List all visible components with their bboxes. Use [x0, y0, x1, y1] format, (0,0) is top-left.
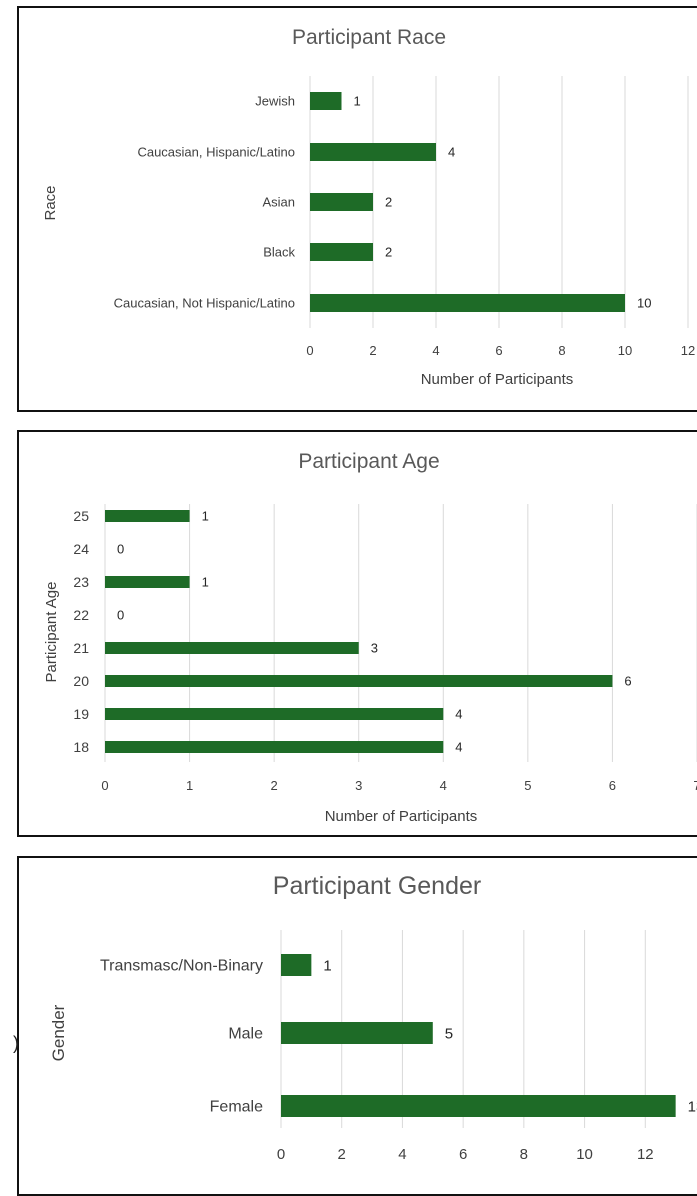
gender-x-tick-label: 0 [277, 1146, 285, 1163]
age-category-label: 18 [73, 739, 89, 755]
age-x-axis-title: Number of Participants [325, 808, 478, 825]
race-category-label: Black [263, 245, 295, 260]
race-category-label: Asian [262, 195, 295, 210]
race-data-label: 4 [448, 145, 455, 160]
age-category-label: 22 [73, 607, 89, 623]
race-category-label: Jewish [255, 94, 295, 109]
age-data-label: 4 [455, 707, 462, 722]
age-x-tick-label: 3 [355, 778, 362, 793]
race-data-label: 2 [385, 195, 392, 210]
race-bar [310, 193, 373, 211]
age-x-tick-label: 2 [271, 778, 278, 793]
age-x-tick-label: 6 [609, 778, 616, 793]
gender-bar [281, 954, 312, 976]
race-bar [310, 294, 625, 312]
gender-y-axis-title: Gender [49, 1004, 68, 1061]
gender-x-tick-label: 6 [459, 1146, 467, 1163]
age-data-label: 0 [117, 608, 124, 623]
gender-x-tick-label: 12 [637, 1146, 654, 1163]
age-y-axis-title: Participant Age [43, 582, 60, 683]
age-bar [105, 576, 190, 588]
race-chart-panel: 0 2 4 6 8 10 12 Caucasian, Not Hispanic/Latino 1… [17, 6, 697, 412]
gender-x-tick-label: 2 [338, 1146, 346, 1163]
age-chart-panel: 01234567184194206213220231240251Particip… [17, 430, 697, 837]
gender-category-label: Male [228, 1026, 263, 1043]
race-x-axis-title: Number of Participants [421, 371, 574, 388]
race-bar [310, 243, 373, 261]
age-x-tick-label: 5 [524, 778, 531, 793]
race-x-tick-label: 6 [495, 343, 502, 358]
race-category-label: Caucasian, Hispanic/Latino [137, 145, 295, 160]
age-bar [105, 741, 444, 753]
age-bar [105, 642, 359, 654]
race-chart-title: Participant Race [292, 26, 446, 49]
gender-category-label: Female [210, 1099, 263, 1116]
race-data-label: 2 [385, 245, 392, 260]
age-category-label: 23 [73, 574, 89, 590]
gender-x-tick-label: 8 [520, 1146, 528, 1163]
age-x-tick-label: 0 [101, 778, 108, 793]
age-category-label: 25 [73, 508, 89, 524]
gender-chart-title: Participant Gender [273, 872, 481, 900]
age-data-label: 0 [117, 542, 124, 557]
edge-mark: ) [13, 1033, 19, 1053]
race-y-axis-title: Race [42, 185, 59, 220]
age-bar [105, 510, 190, 522]
race-x-tick-label: 0 [306, 343, 313, 358]
age-category-label: 19 [73, 706, 89, 722]
race-bar [310, 143, 436, 161]
age-bar [105, 675, 613, 687]
race-data-label: 10 [637, 296, 651, 311]
age-x-tick-label: 7 [693, 778, 697, 793]
race-data-label: 1 [354, 94, 361, 109]
age-category-label: 21 [73, 640, 89, 656]
race-x-tick-label: 8 [558, 343, 565, 358]
race-x-tick-label: 2 [369, 343, 376, 358]
age-data-label: 1 [202, 509, 209, 524]
gender-data-label: 13 [688, 1098, 697, 1115]
gender-x-tick-label: 10 [576, 1146, 593, 1163]
race-x-tick-label: 10 [618, 343, 632, 358]
race-bar [310, 92, 342, 110]
gender-chart-panel: 02468101214Female13Male5Transmasc/Non-Bi… [17, 856, 697, 1196]
age-x-tick-label: 1 [186, 778, 193, 793]
age-bar [105, 708, 444, 720]
gender-category-label: Transmasc/Non-Binary [100, 958, 263, 975]
age-category-label: 20 [73, 673, 89, 689]
gender-bar [281, 1022, 433, 1044]
age-chart-svg: 01234567184194206213220231240251Particip… [43, 450, 697, 825]
age-data-label: 4 [455, 740, 462, 755]
race-x-tick-label: 4 [432, 343, 439, 358]
age-x-tick-label: 4 [440, 778, 447, 793]
gender-data-label: 5 [445, 1025, 453, 1042]
age-data-label: 1 [202, 575, 209, 590]
gender-x-tick-label: 4 [398, 1146, 406, 1163]
age-category-label: 24 [73, 541, 89, 557]
age-chart-title: Participant Age [298, 450, 439, 473]
age-data-label: 6 [624, 674, 631, 689]
gender-bar [281, 1095, 676, 1117]
race-category-label: Caucasian, Not Hispanic/Latino [114, 296, 295, 311]
race-x-tick-label: 12 [681, 343, 695, 358]
gender-data-label: 1 [323, 957, 331, 974]
gender-chart-svg: 02468101214Female13Male5Transmasc/Non-Bi… [49, 872, 697, 1163]
age-data-label: 3 [371, 641, 378, 656]
